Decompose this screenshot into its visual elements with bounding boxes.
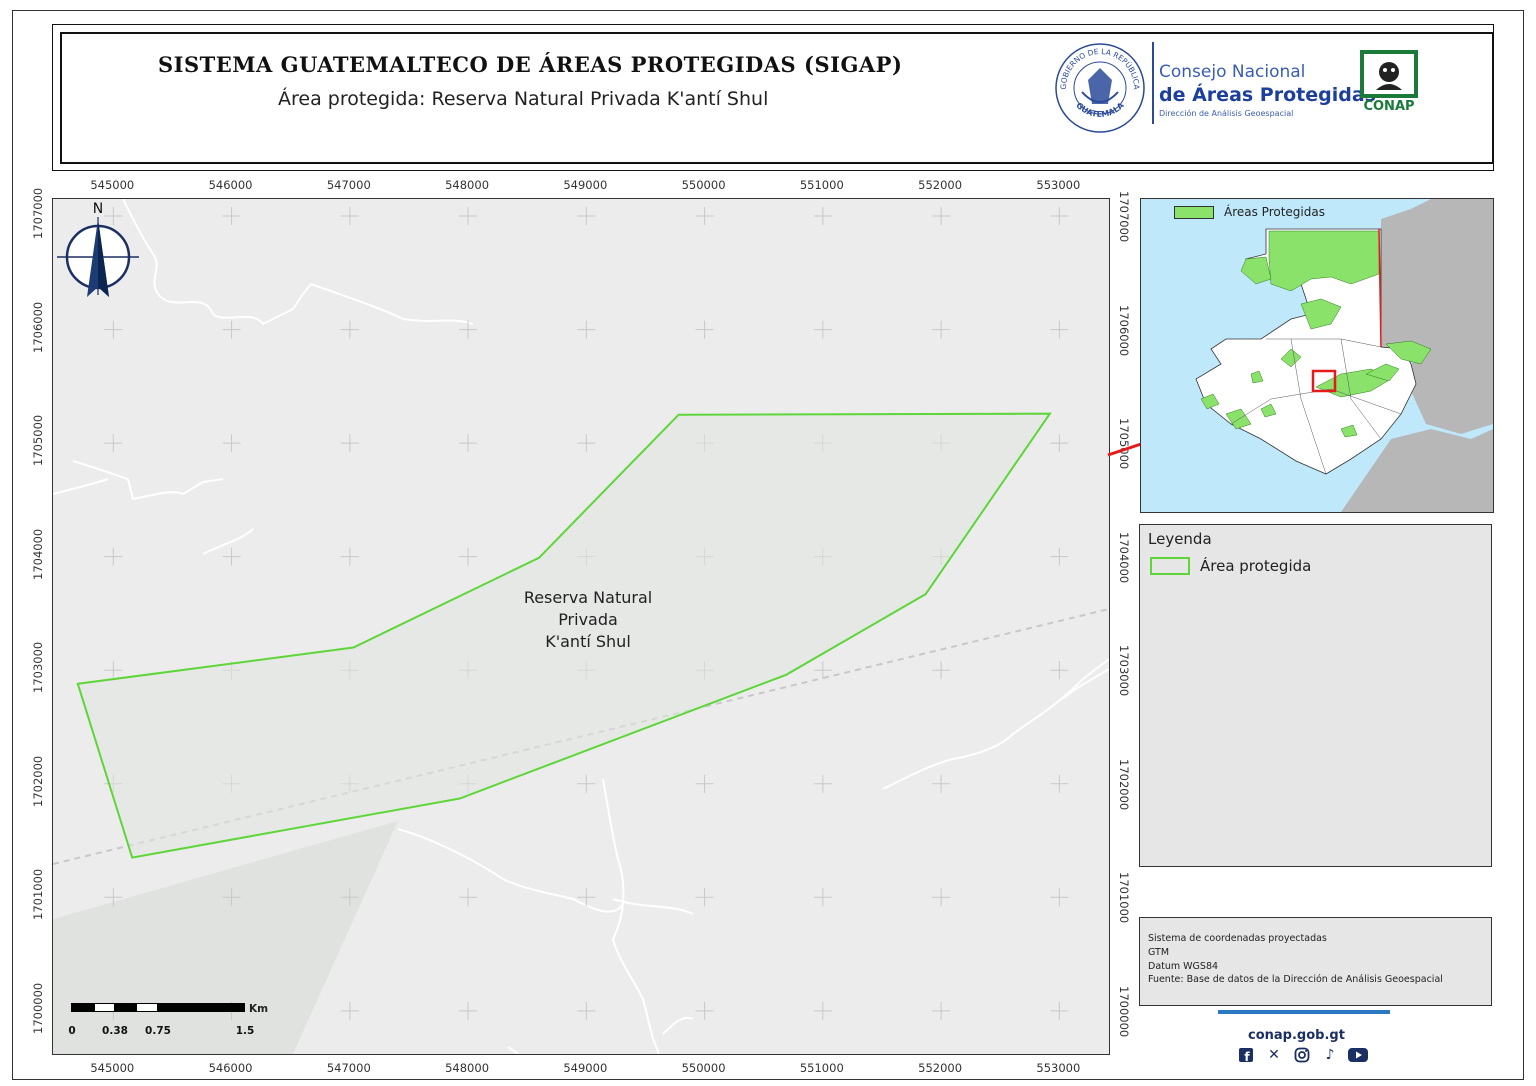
x-tick-label-top: 547000 [326,178,371,192]
metadata-line-4: Fuente: Base de datos de la Dirección de… [1148,974,1443,985]
legend-area-label: Área protegida [1200,557,1312,575]
inset-locator-map[interactable] [1140,198,1494,513]
y-tick-label-left: 1706000 [31,301,45,353]
scale-label-3: 1.5 [235,1025,255,1037]
scale-label-2: 0.75 [145,1025,171,1037]
legend-panel: Leyenda Área protegida [1139,524,1492,867]
facebook-icon[interactable]: f [1236,1046,1256,1064]
y-tick-label-right: 1700000 [1117,985,1131,1038]
conap-label: CONAP [1363,99,1414,114]
y-tick-label-left: 1707000 [31,187,45,240]
x-tick-label-bottom: 548000 [445,1061,490,1075]
shaded-terrain [53,821,398,1054]
protected-area-label: Reserva Natural Privada K'antí Shul [523,587,653,653]
x-tick-label-bottom: 549000 [563,1061,608,1075]
logo-line3: Dirección de Análisis Geoespacial [1159,109,1294,118]
y-tick-label-right: 1707000 [1117,191,1131,243]
logo-divider [1152,42,1154,124]
y-tick-label-right: 1702000 [1117,758,1131,810]
area-label-line-2: Privada [558,610,618,629]
x-tick-label-top: 546000 [208,178,253,192]
y-tick-label-right: 1704000 [1117,531,1131,583]
x-tick-label-bottom: 547000 [326,1061,371,1075]
area-label-line-3: K'antí Shul [545,632,631,651]
footer-accent-line [1218,1010,1390,1014]
metadata-line-3: Datum WGS84 [1148,961,1219,972]
map-header: SISTEMA GUATEMALTECO DE ÁREAS PROTEGIDAS… [60,32,1494,164]
instagram-icon[interactable] [1292,1046,1312,1064]
youtube-icon[interactable] [1348,1046,1368,1064]
north-label: N [93,201,103,217]
logo-line1: Consejo Nacional [1159,62,1306,82]
y-tick-label-right: 1706000 [1117,304,1131,356]
x-tick-label-bottom: 552000 [918,1061,963,1075]
legend-area-swatch [1150,557,1190,575]
y-tick-label-left: 1705000 [31,414,45,467]
x-tick-label-top: 548000 [445,178,490,192]
x-tick-label-top: 550000 [681,178,726,192]
x-tick-label-top: 545000 [90,178,135,192]
x-tick-label-top: 549000 [563,178,608,192]
map-canvas [53,199,1109,1054]
tiktok-icon[interactable]: ♪ [1325,1047,1335,1063]
map-title: SISTEMA GUATEMALTECO DE ÁREAS PROTEGIDAS… [158,52,903,77]
logo-line2: de Áreas Protegidas [1159,84,1376,106]
y-tick-label-left: 1704000 [31,528,45,580]
x-tick-label-bottom: 545000 [90,1061,135,1075]
scale-unit: Km [249,1003,269,1015]
north-arrow-icon: N [57,201,139,297]
conap-logo-icon: CONAP [1360,50,1418,114]
metadata-line-1: Sistema de coordenadas proyectadas [1148,933,1327,944]
scale-label-1: 0.38 [102,1025,128,1037]
website-link[interactable]: conap.gob.gt [1248,1028,1345,1043]
scale-bar: Km 0 0.38 0.75 1.5 [68,1001,301,1041]
inset-legend-label: Áreas Protegidas [1224,205,1325,219]
x-tick-label-top: 553000 [1036,178,1081,192]
roads-layer [53,199,1109,1054]
x-tick-label-bottom: 546000 [208,1061,253,1075]
scale-label-0: 0 [68,1025,76,1037]
y-tick-label-left: 1701000 [31,869,45,921]
protected-area-polygon[interactable] [76,412,1052,859]
page-frame [12,10,1524,1080]
x-tick-label-bottom: 553000 [1036,1061,1081,1075]
inset-legend: Áreas Protegidas [1174,205,1325,219]
map-subtitle: Área protegida: Reserva Natural Privada … [278,88,769,110]
legend-title: Leyenda [1148,530,1212,548]
inset-map-canvas [1141,199,1493,512]
x-tick-label-bottom: 551000 [799,1061,844,1075]
metadata-line-2: GTM [1148,947,1170,958]
guatemala-seal-icon: GOBIERNO DE LA REPÚBLICA GUATEMALA [1055,43,1145,133]
svg-text:f: f [1244,1050,1250,1063]
inset-legend-swatch [1174,206,1214,219]
social-links: f ✕ ♪ [1236,1046,1368,1064]
x-tick-label-top: 551000 [799,178,844,192]
y-tick-label-left: 1703000 [31,641,45,694]
x-icon[interactable]: ✕ [1268,1047,1280,1063]
y-tick-label-right: 1701000 [1117,872,1131,924]
y-tick-label-left: 1700000 [31,982,45,1034]
x-tick-label-top: 552000 [918,178,963,192]
y-tick-label-left: 1702000 [31,755,45,807]
x-tick-label-bottom: 550000 [681,1061,726,1075]
y-tick-label-right: 1703000 [1117,645,1131,697]
metadata-panel: Sistema de coordenadas proyectadas GTM D… [1139,917,1492,1006]
main-map[interactable]: Reserva Natural Privada K'antí Shul N Km… [52,198,1110,1055]
area-label-line-1: Reserva Natural [523,588,653,607]
